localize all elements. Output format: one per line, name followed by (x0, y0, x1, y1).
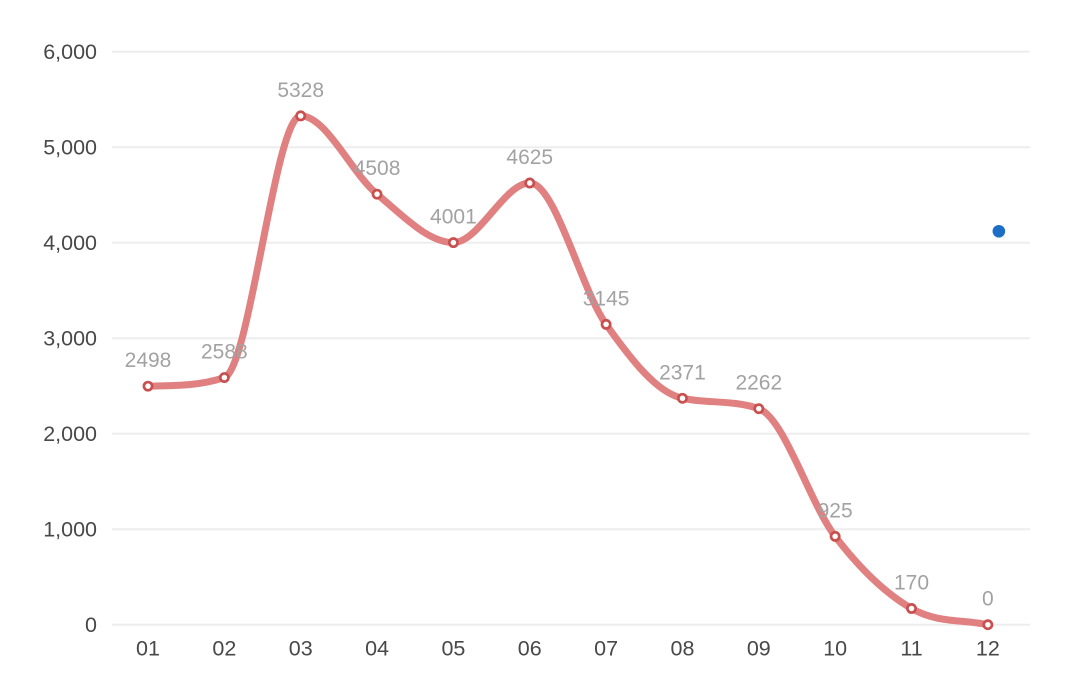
data-point-marker (906, 603, 917, 614)
data-point-label: 4625 (506, 146, 553, 169)
y-axis-tick-label: 1,000 (43, 518, 97, 542)
x-axis-tick-label: 12 (976, 637, 1000, 661)
data-point-marker (600, 318, 612, 330)
data-point-label: 2262 (735, 372, 782, 395)
data-point-label: 2588 (201, 341, 248, 364)
series-line (144, 112, 992, 629)
x-axis-tick-label: 01 (136, 637, 160, 661)
x-axis-tick-label: 10 (823, 637, 847, 661)
x-axis-tick-label: 08 (670, 637, 694, 661)
data-point-label: 4508 (354, 157, 401, 180)
x-axis-tick-label: 09 (747, 637, 771, 661)
data-point-marker (218, 372, 230, 383)
data-point-marker (142, 380, 154, 392)
data-point-marker (295, 110, 307, 122)
data-point-label: 3145 (583, 287, 630, 310)
x-axis-tick-label: 02 (212, 637, 236, 661)
blue-dot (992, 224, 1006, 238)
data-point-label: 2371 (659, 361, 706, 384)
data-point-label: 0 (982, 588, 994, 611)
y-axis-tick-label: 4,000 (43, 231, 97, 255)
data-point-marker (829, 530, 841, 542)
data-point-label: 170 (894, 571, 929, 594)
data-point-marker (982, 619, 994, 631)
data-point-marker (677, 392, 688, 404)
data-point-label: 4001 (430, 206, 477, 229)
x-axis-tick-label: 04 (365, 637, 389, 661)
data-point-label: 2498 (125, 349, 172, 372)
x-axis-tick-label: 11 (900, 637, 922, 661)
data-point-marker (524, 177, 536, 189)
data-point-marker (371, 188, 383, 200)
data-point-marker (753, 403, 765, 415)
y-axis-tick-label: 3,000 (43, 327, 97, 351)
x-axis-tick-label: 06 (518, 637, 542, 661)
data-point-label: 5328 (277, 79, 324, 102)
x-axis-tick-label: 03 (289, 637, 313, 661)
data-point-label: 925 (818, 499, 853, 522)
y-axis-tick-label: 6,000 (43, 40, 97, 64)
y-axis-tick-label: 5,000 (43, 136, 97, 160)
y-axis-tick-label: 0 (85, 613, 97, 637)
data-point-marker (447, 237, 459, 249)
x-axis-tick-label: 05 (441, 637, 465, 661)
y-axis-tick-label: 2,000 (43, 422, 97, 446)
x-axis-tick-label: 07 (594, 637, 618, 661)
